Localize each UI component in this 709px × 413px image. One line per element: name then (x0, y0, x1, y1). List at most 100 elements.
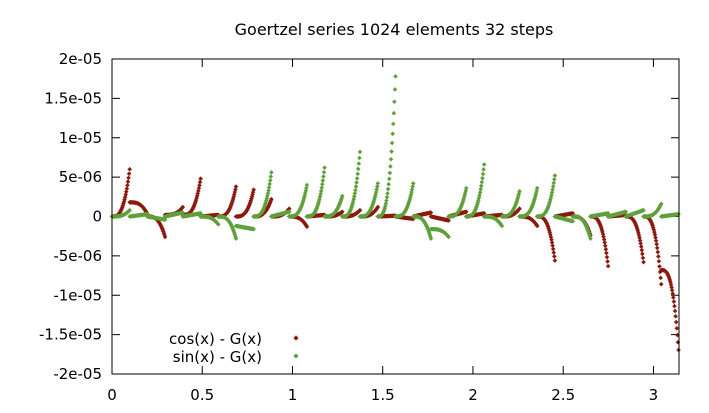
data-point (657, 269, 663, 275)
chart-title: Goertzel series 1024 elements 32 steps (235, 20, 554, 39)
data-point (353, 187, 358, 193)
data-point (514, 199, 519, 204)
data-point (231, 230, 237, 236)
data-point (651, 227, 657, 233)
data-point (409, 189, 414, 195)
data-point (232, 232, 238, 237)
data-point (127, 166, 132, 172)
data-point (586, 230, 592, 236)
data-point (463, 209, 469, 215)
data-point (351, 196, 357, 202)
data-point (676, 347, 681, 353)
data-point (264, 196, 270, 201)
data-point (124, 186, 130, 191)
data-point (247, 200, 253, 205)
y-tick-label: -2e-05 (53, 365, 102, 383)
data-point (268, 174, 274, 179)
data-point (374, 184, 380, 189)
data-point (549, 240, 555, 245)
data-point (638, 244, 644, 249)
series-cos (109, 166, 681, 353)
y-tick-label: 1e-05 (59, 129, 102, 147)
y-tick-label: 2e-05 (59, 50, 102, 68)
data-point (387, 170, 393, 176)
data-point (460, 199, 466, 204)
data-point (548, 195, 554, 200)
data-point (269, 196, 274, 202)
data-point (315, 202, 321, 208)
data-point (675, 339, 681, 345)
data-point (375, 181, 381, 186)
data-point (481, 162, 487, 167)
data-point (300, 201, 305, 206)
data-point (410, 181, 416, 186)
data-point (499, 223, 505, 229)
data-point (193, 199, 198, 205)
data-point (301, 197, 306, 203)
data-point (641, 259, 646, 265)
data-point (517, 189, 522, 194)
data-point (231, 192, 237, 197)
data-point (479, 179, 485, 185)
data-point (640, 255, 646, 261)
data-point (547, 229, 553, 235)
data-point (552, 177, 557, 182)
data-point (653, 235, 658, 240)
data-point (587, 232, 592, 237)
data-point (303, 188, 309, 194)
data-point (216, 222, 221, 227)
x-tick-label: 2 (468, 386, 478, 404)
data-point (304, 224, 310, 230)
data-point (266, 185, 272, 190)
data-point (480, 171, 486, 177)
y-tick-label: 1.5e-05 (44, 89, 102, 107)
data-point (125, 179, 131, 184)
y-tick-label: -5e-06 (53, 247, 102, 265)
data-point (233, 236, 239, 241)
data-point (231, 194, 237, 200)
data-point (352, 191, 358, 196)
data-point (476, 195, 482, 201)
data-point (534, 223, 540, 229)
data-point (428, 234, 433, 239)
x-tick-label: 1 (288, 386, 298, 404)
data-point (669, 288, 675, 293)
data-point (371, 198, 377, 204)
data-point (229, 200, 235, 205)
data-point (407, 196, 413, 202)
data-point (123, 192, 128, 197)
data-point (534, 185, 540, 191)
data-point (162, 232, 167, 238)
data-point (652, 229, 657, 235)
data-point (650, 225, 656, 230)
data-point (349, 205, 354, 210)
data-point (604, 254, 610, 260)
data-point (195, 191, 201, 196)
data-point (552, 258, 558, 263)
legend-label-cos: cos(x) - G(x) (169, 330, 262, 348)
data-point (121, 199, 127, 205)
data-point (551, 250, 557, 255)
data-point (658, 201, 664, 207)
data-point (121, 201, 126, 207)
data-point (675, 332, 680, 338)
data-point (409, 187, 415, 192)
data-point (265, 193, 270, 199)
data-point (654, 245, 660, 251)
data-point (266, 188, 271, 193)
data-point (357, 149, 363, 155)
data-point (126, 175, 131, 181)
y-tick-label: -1e-05 (53, 286, 102, 304)
data-point (123, 189, 129, 195)
data-point (515, 195, 521, 201)
data-point (640, 251, 645, 257)
data-point (656, 254, 661, 259)
data-points (109, 74, 681, 353)
data-point (600, 231, 606, 237)
data-point (353, 184, 359, 189)
data-point (250, 189, 256, 195)
data-point (673, 314, 678, 319)
data-point (570, 218, 576, 224)
data-point (673, 319, 679, 325)
data-point (286, 206, 292, 211)
